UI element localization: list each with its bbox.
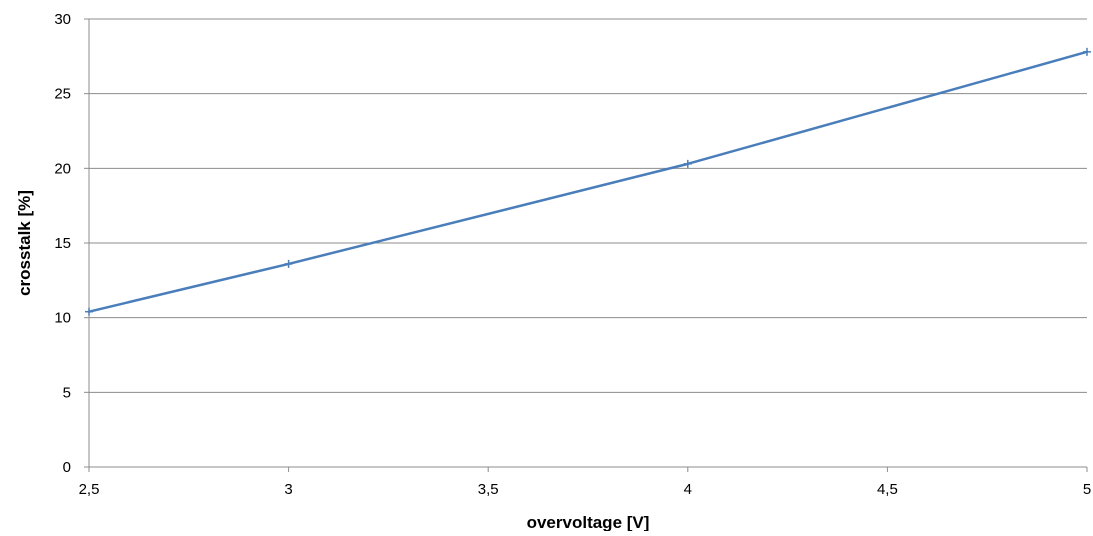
- y-tick-label: 25: [54, 86, 71, 103]
- y-tick-label: 30: [54, 11, 71, 28]
- y-tick-label: 20: [54, 160, 71, 177]
- y-axis-title: crosstalk [%]: [15, 190, 34, 296]
- data-point: [1083, 47, 1091, 56]
- data-point: [683, 159, 692, 168]
- x-tick-label: 5: [1083, 481, 1091, 498]
- x-tick-label: 2,5: [79, 481, 100, 498]
- axes: [84, 18, 1088, 472]
- y-tick-label: 10: [54, 310, 71, 327]
- data-point: [85, 307, 93, 316]
- gridlines: [89, 18, 1087, 393]
- y-tick-label: 5: [63, 384, 71, 401]
- tick-labels: 0 5 10 15 20 25 30 2,5 3 3,5 4 4,5 5: [54, 11, 1091, 498]
- x-tick-label: 3,5: [478, 481, 499, 498]
- series-layer: [85, 47, 1091, 316]
- y-tick-label: 0: [63, 459, 71, 476]
- series-line: [87, 50, 1089, 313]
- y-tick-label: 15: [54, 235, 71, 252]
- x-tick-label: 4: [684, 481, 692, 498]
- data-point: [284, 259, 293, 268]
- x-tick-label: 4,5: [877, 481, 898, 498]
- x-tick-label: 3: [284, 481, 292, 498]
- x-axis-title: overvoltage [V]: [527, 513, 650, 531]
